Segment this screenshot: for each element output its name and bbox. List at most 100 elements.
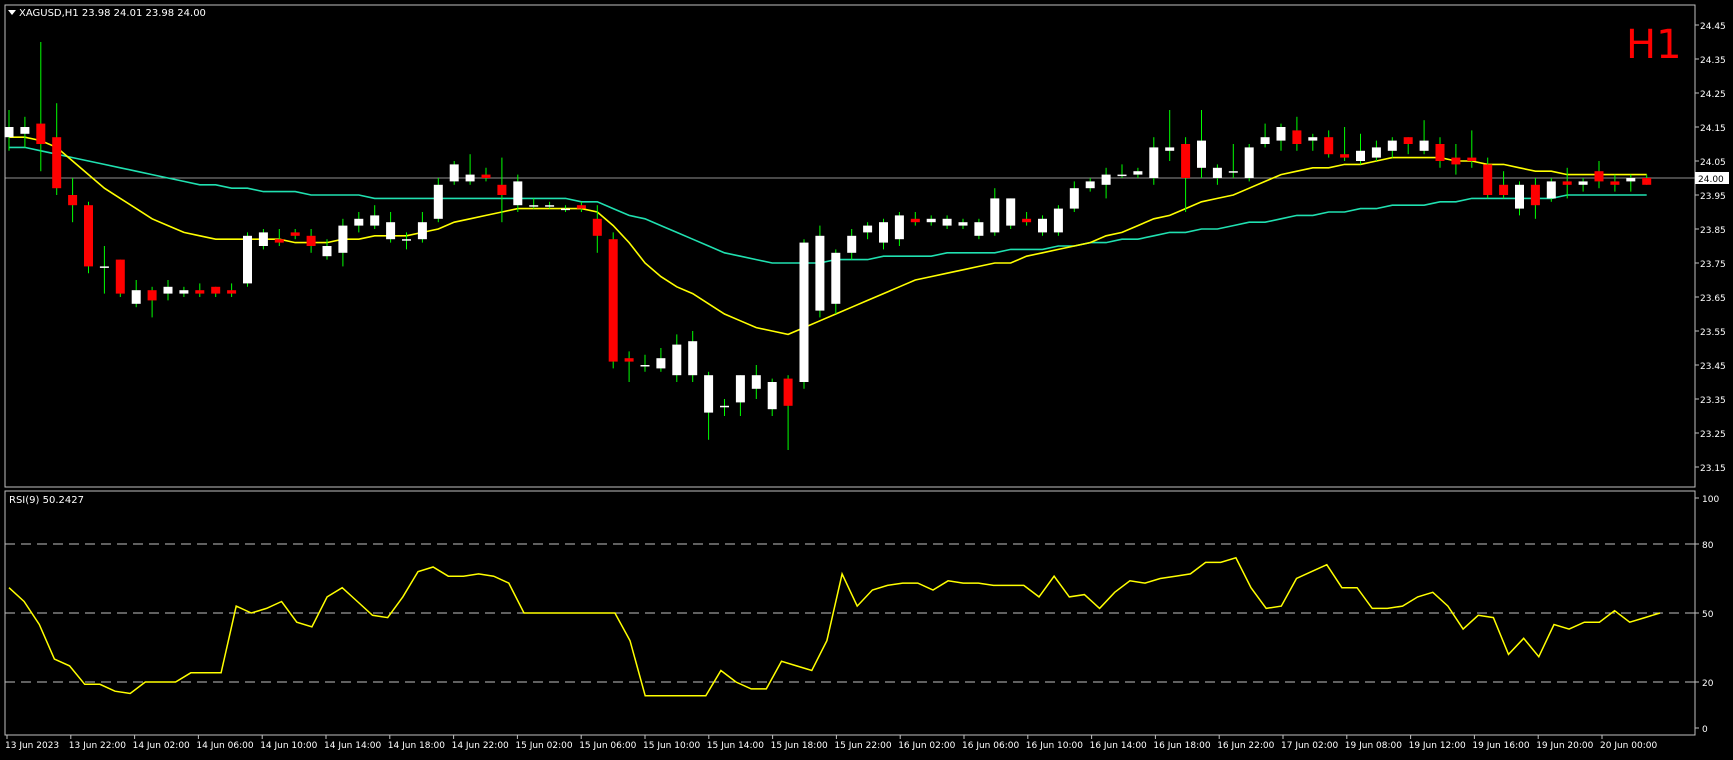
candle[interactable] [624,351,634,382]
candle[interactable] [640,354,650,372]
candle[interactable] [1149,137,1159,185]
candle[interactable] [926,215,936,226]
candle[interactable] [1165,110,1175,161]
candle[interactable] [306,229,316,253]
candle[interactable] [115,259,125,297]
candle[interactable] [322,239,332,260]
candle[interactable] [290,229,300,240]
candle[interactable] [1022,212,1032,226]
candle[interactable] [576,201,586,212]
candle[interactable] [433,178,443,223]
candle[interactable] [1053,205,1063,236]
candle[interactable] [767,378,777,416]
candle[interactable] [131,280,141,308]
candle[interactable] [20,116,30,148]
candle[interactable] [1387,137,1397,158]
candle[interactable] [1101,167,1111,199]
candle[interactable] [99,246,109,294]
candle[interactable] [672,334,682,382]
candle[interactable] [894,212,904,246]
candle[interactable] [1324,130,1334,158]
candle[interactable] [735,375,745,416]
candle[interactable] [1594,161,1604,189]
candle[interactable] [1578,178,1588,192]
candle[interactable] [1530,178,1540,219]
candle[interactable] [1419,120,1429,155]
candle[interactable] [847,229,857,260]
candle[interactable] [1260,123,1270,148]
candle[interactable] [258,229,268,250]
candle[interactable] [370,205,380,229]
candle[interactable] [1308,133,1318,151]
candle[interactable] [52,103,62,195]
candle[interactable] [958,218,968,229]
candle[interactable] [465,154,475,185]
candle[interactable] [1451,144,1461,175]
candle[interactable] [1467,130,1477,168]
candle[interactable] [513,174,523,212]
candle[interactable] [68,178,78,223]
candle[interactable] [1133,167,1143,178]
candle[interactable] [974,218,984,240]
candle[interactable] [211,286,221,297]
candle[interactable] [1038,215,1047,236]
candle[interactable] [36,42,46,172]
candle[interactable] [1435,137,1445,168]
candle[interactable] [1562,167,1572,199]
candle[interactable] [147,286,157,318]
candle[interactable] [529,198,539,209]
candle[interactable] [1546,178,1556,202]
candle[interactable] [688,331,698,382]
candle[interactable] [497,157,507,223]
candle[interactable] [179,286,189,297]
candle[interactable] [592,205,602,253]
candle[interactable] [417,212,427,243]
candle[interactable] [1403,137,1413,155]
candle[interactable] [751,365,761,399]
candle[interactable] [4,110,14,151]
candle[interactable] [863,222,873,240]
candle[interactable] [1069,181,1079,212]
candle[interactable] [227,283,237,297]
candle[interactable] [1197,110,1206,178]
candle[interactable] [1212,164,1222,185]
candle[interactable] [783,375,793,450]
candle[interactable] [1117,164,1127,178]
candle[interactable] [1610,174,1620,192]
candle[interactable] [815,225,825,318]
candle[interactable] [720,399,729,416]
candle[interactable] [402,232,411,250]
candle[interactable] [990,188,1000,236]
candle[interactable] [1371,140,1381,161]
candle[interactable] [799,239,809,389]
candle[interactable] [879,218,888,250]
candlestick-series[interactable] [4,42,1652,450]
candle[interactable] [910,212,920,226]
candle[interactable] [1276,123,1286,151]
candle[interactable] [561,205,570,212]
candle[interactable] [1228,144,1238,178]
candle[interactable] [1085,178,1095,192]
candle[interactable] [354,212,364,233]
candle[interactable] [84,201,93,274]
candle[interactable] [274,229,284,246]
candle[interactable] [1626,174,1636,192]
candle[interactable] [481,167,491,182]
candle[interactable] [1356,133,1365,165]
candle[interactable] [1340,127,1350,161]
candle[interactable] [1181,137,1191,212]
candle[interactable] [1515,181,1524,216]
candle[interactable] [195,283,205,297]
candle[interactable] [704,371,714,440]
candle[interactable] [338,218,348,267]
candle[interactable] [1244,144,1254,182]
candle[interactable] [386,212,396,243]
candle[interactable] [1642,174,1652,185]
candle[interactable] [163,280,173,301]
candle[interactable] [449,161,459,185]
candle[interactable] [656,348,666,372]
candle[interactable] [1483,157,1493,199]
candle[interactable] [1499,171,1509,199]
candle[interactable] [1006,198,1016,229]
